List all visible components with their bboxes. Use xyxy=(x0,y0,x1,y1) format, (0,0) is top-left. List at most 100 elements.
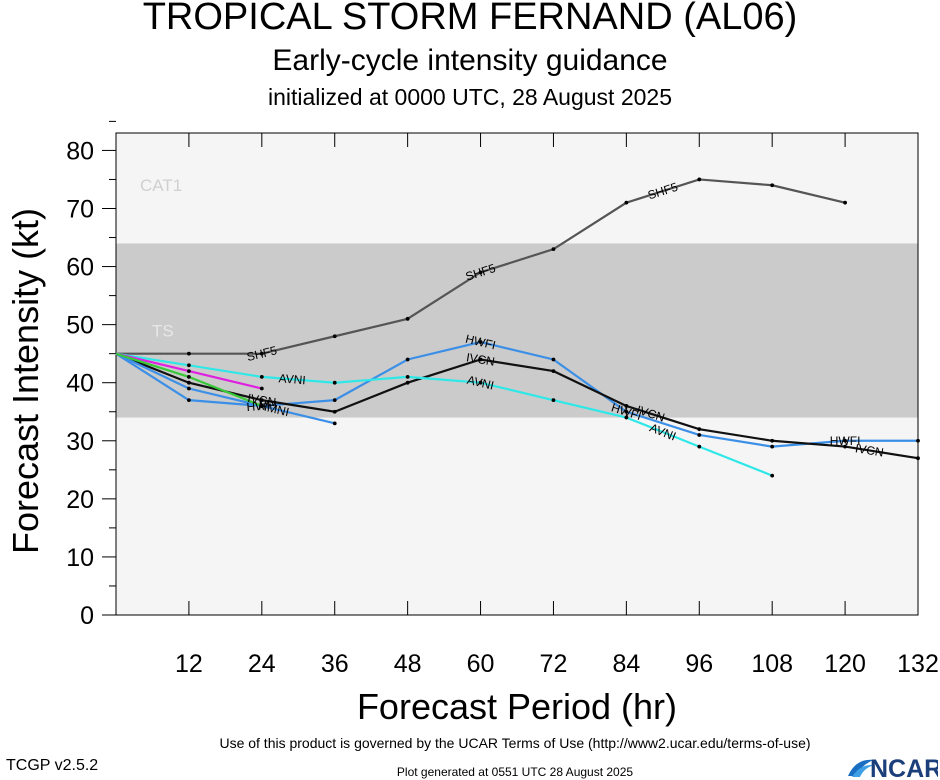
data-point-ivcn xyxy=(259,398,264,403)
data-point-shf5 xyxy=(259,351,264,356)
data-point-hwfi xyxy=(405,357,410,362)
y-tick-label: 80 xyxy=(66,137,94,165)
data-point-shf5 xyxy=(697,177,702,182)
data-point-hwfi xyxy=(770,444,775,449)
y-tick-label: 50 xyxy=(66,312,94,340)
data-point-hmni xyxy=(332,421,337,426)
data-point-unlabeled xyxy=(259,386,264,391)
data-point-ivcn xyxy=(770,438,775,443)
y-tick-label: 70 xyxy=(66,195,94,223)
y-axis-label: Forecast Intensity (kt) xyxy=(5,208,46,554)
data-point-shf5 xyxy=(478,270,483,275)
data-point-ivcn xyxy=(405,380,410,385)
y-axis: 0 10 20 30 40 50 60 70 80 xyxy=(66,120,116,630)
series-label-ivcn: IVCN xyxy=(247,391,278,409)
terms-of-use: Use of this product is governed by the U… xyxy=(219,735,811,751)
data-point-hwfi xyxy=(478,340,483,344)
x-tick-label: 108 xyxy=(751,650,793,678)
series-label-hmni: HMNI xyxy=(257,398,290,419)
data-point-hwfi xyxy=(843,438,847,443)
x-tick-label: 84 xyxy=(612,650,640,678)
y-tick-label: 40 xyxy=(66,370,94,398)
y-tick-label: 0 xyxy=(80,602,94,630)
y-tick-label: 10 xyxy=(66,544,94,572)
data-point-hwfi xyxy=(332,398,337,403)
x-tick-label: 132 xyxy=(897,650,939,678)
y-tick-label: 20 xyxy=(66,486,94,514)
data-point-shf5 xyxy=(770,183,775,188)
series-line-avni xyxy=(115,352,773,477)
globe-icon xyxy=(848,759,874,777)
x-tick-label: 12 xyxy=(175,650,203,678)
x-axis-label: Forecast Period (hr) xyxy=(357,686,677,727)
data-point-shf5 xyxy=(551,247,556,252)
data-point-hwfi xyxy=(697,433,702,437)
data-point-shf5 xyxy=(843,200,847,205)
data-point-avni xyxy=(259,375,264,379)
data-point-unlabeled xyxy=(259,404,264,408)
data-point-ivcn xyxy=(843,444,847,449)
series-label-ivcn: IVCN xyxy=(854,441,885,459)
data-point-hwfi xyxy=(551,357,556,362)
series-points xyxy=(187,177,920,478)
data-point-shf5 xyxy=(624,200,629,205)
y-tick-label: 60 xyxy=(66,254,94,282)
data-point-avni xyxy=(624,415,629,420)
data-point-avni xyxy=(770,473,775,478)
x-axis: 12 24 36 48 60 72 84 96 108 120 132 xyxy=(175,133,939,678)
chart-init-time: initialized at 0000 UTC, 28 August 2025 xyxy=(267,84,673,110)
series-label-shf5: SHF5 xyxy=(245,343,278,364)
data-point-shf5 xyxy=(332,334,337,339)
series-line-hmni xyxy=(115,352,335,425)
band-ts xyxy=(116,243,918,418)
band-label-cat1: CAT1 xyxy=(140,176,182,195)
band-label-ts: TS xyxy=(152,322,174,341)
series-label-avni: AVNI xyxy=(278,371,306,387)
data-point-hwfi xyxy=(916,438,920,443)
series-label-hwfi: HWFI xyxy=(246,398,278,414)
data-point-unlabeled xyxy=(187,369,191,373)
series-line-hwfi xyxy=(115,340,918,448)
data-point-avni xyxy=(697,444,702,449)
data-point-ivcn xyxy=(187,380,191,385)
x-tick-label: 48 xyxy=(394,650,422,678)
data-point-avni xyxy=(332,380,337,385)
x-tick-label: 120 xyxy=(824,650,866,678)
data-point-hmni xyxy=(187,386,191,391)
series-label-ivcn: IVCN xyxy=(465,350,496,368)
ncar-logo: NCAR xyxy=(848,755,938,780)
version-label: TCGP v2.5.2 xyxy=(6,757,99,774)
series-line-ivcn xyxy=(115,352,919,460)
x-tick-label: 96 xyxy=(685,650,713,678)
data-point-ivcn xyxy=(478,357,483,362)
series-label-hwfi: HWFI xyxy=(464,332,497,353)
series-label-hwfi: HWFI xyxy=(830,434,861,448)
plot-frame xyxy=(115,132,919,616)
data-point-avni xyxy=(405,375,410,379)
intensity-bands: TS CAT1 xyxy=(116,133,918,615)
band-td xyxy=(116,417,918,615)
y-tick-label: 30 xyxy=(66,428,94,456)
data-point-shf5 xyxy=(405,316,410,321)
data-point-hwfi xyxy=(624,409,629,414)
data-point-ivcn xyxy=(332,409,337,414)
data-point-unlabeled xyxy=(187,375,191,379)
band-cat1 xyxy=(116,133,918,244)
x-tick-label: 36 xyxy=(321,650,349,678)
x-tick-label: 24 xyxy=(248,650,276,678)
data-point-ivcn xyxy=(916,456,920,461)
x-tick-label: 72 xyxy=(540,650,568,678)
ncar-wordmark: NCAR xyxy=(870,755,938,780)
data-point-hwfi xyxy=(187,398,191,403)
data-point-ivcn xyxy=(551,369,556,373)
data-point-shf5 xyxy=(187,351,191,356)
series-label-avni: AVNI xyxy=(466,373,496,393)
data-point-avni xyxy=(551,398,556,403)
data-point-avni xyxy=(478,380,483,385)
generated-time: Plot generated at 0551 UTC 28 August 202… xyxy=(396,765,634,779)
data-point-avni xyxy=(187,363,191,368)
chart-subtitle: Early-cycle intensity guidance xyxy=(272,44,668,77)
x-tick-label: 60 xyxy=(467,650,495,678)
data-point-ivcn xyxy=(624,404,629,408)
